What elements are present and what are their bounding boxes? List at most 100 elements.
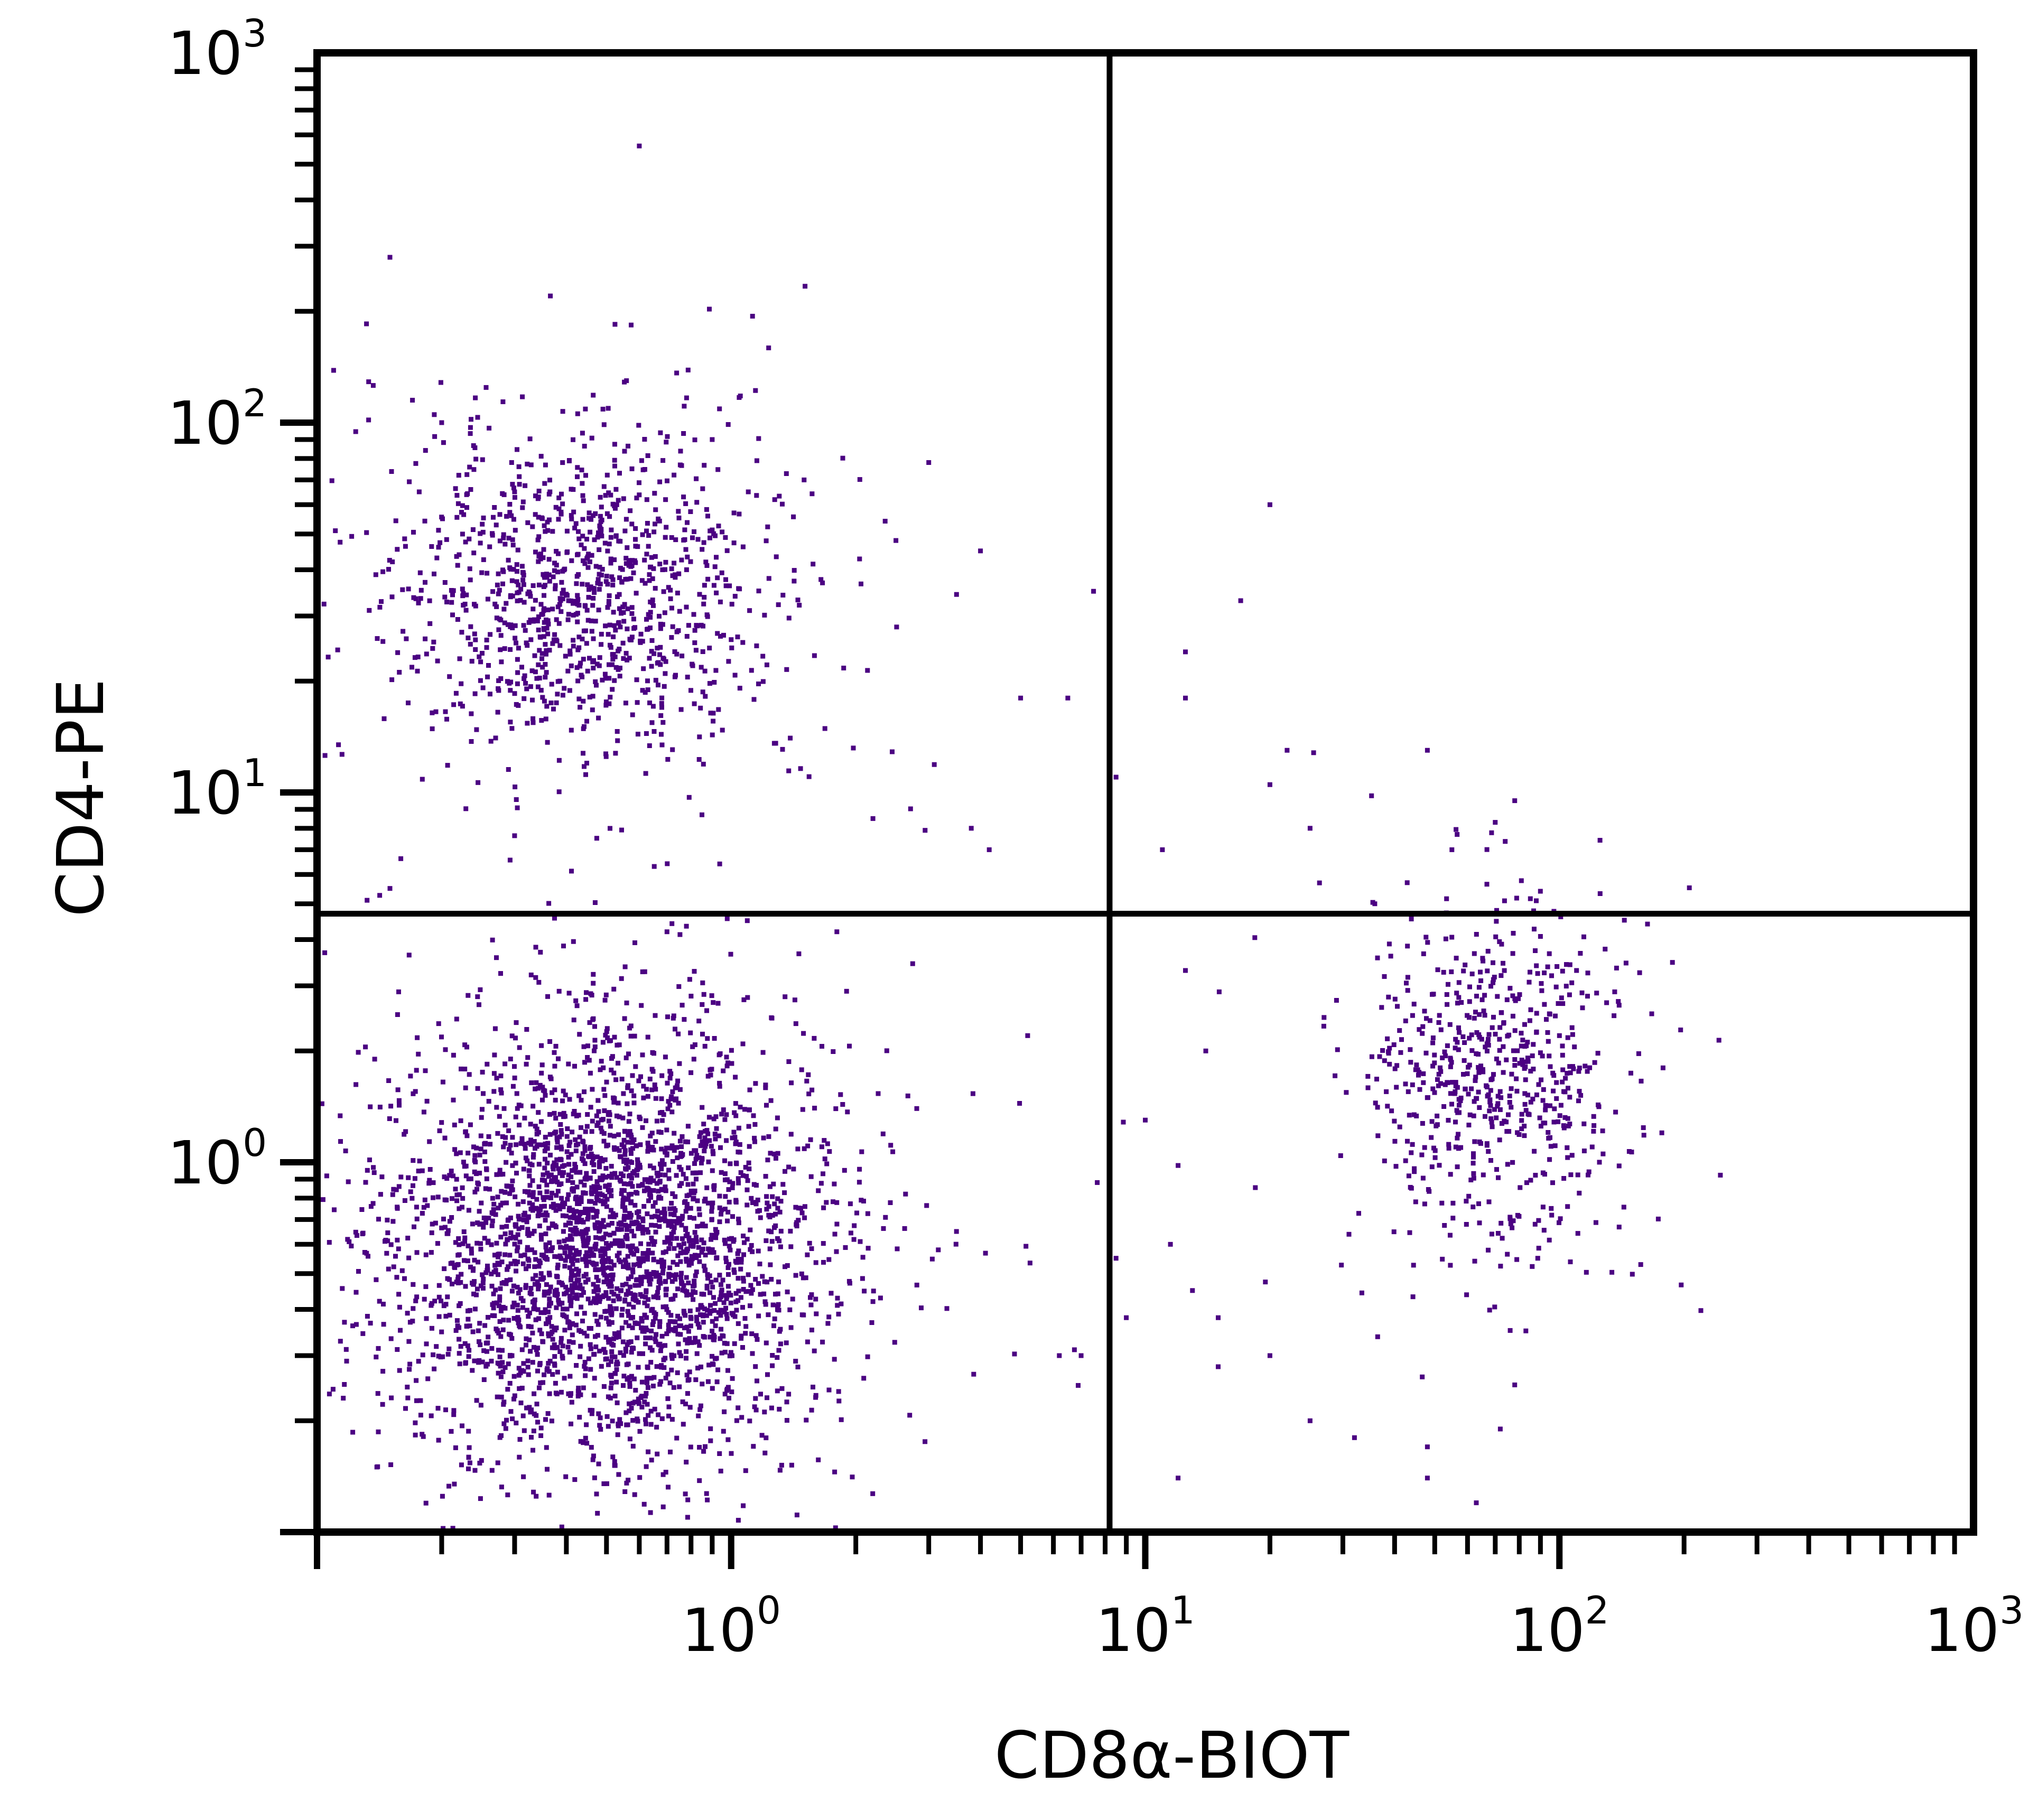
population-3-point (1578, 1093, 1583, 1098)
population-1-point (583, 1360, 588, 1365)
population-1-point (709, 1218, 714, 1222)
population-1-point (651, 1294, 656, 1299)
population-3-point (1503, 839, 1507, 844)
population-3-point (1541, 1098, 1546, 1103)
population-2-point (366, 379, 371, 384)
outlier-point (1512, 1383, 1517, 1387)
population-1-point (424, 1501, 429, 1506)
population-3-point (1360, 1291, 1364, 1295)
population-3-point (1456, 1025, 1461, 1030)
population-1-point (588, 1071, 593, 1076)
population-1-point (539, 1237, 544, 1242)
population-1-point (606, 1424, 611, 1429)
population-1-point (498, 1286, 503, 1291)
population-2-point (468, 487, 473, 492)
population-1-point (832, 1357, 837, 1361)
population-2-point (520, 505, 525, 510)
population-2-point (454, 691, 459, 696)
population-2-point (554, 617, 559, 622)
population-1-point (398, 1174, 403, 1179)
population-1-point (566, 1162, 571, 1166)
population-1-point (526, 1373, 531, 1377)
population-2-point (587, 510, 592, 515)
population-3-point (1432, 1060, 1437, 1065)
population-3-point (1564, 984, 1569, 988)
population-2-point (642, 437, 647, 442)
population-1-point (563, 1474, 568, 1479)
population-1-point (457, 1252, 462, 1257)
population-2-point (537, 489, 542, 493)
population-1-point (664, 1127, 669, 1132)
population-2-point (365, 898, 369, 903)
population-3-point (1529, 1100, 1533, 1105)
population-1-point (632, 940, 637, 945)
population-1-point (469, 1247, 474, 1252)
population-2-point (546, 622, 551, 627)
population-1-point (712, 1183, 716, 1188)
population-2-point (686, 623, 691, 628)
outlier-point (1285, 748, 1289, 753)
population-1-point (676, 1341, 681, 1346)
population-1-point (676, 1243, 681, 1247)
population-2-point (515, 806, 520, 810)
population-1-point (499, 1375, 504, 1379)
population-3-point (1546, 1030, 1550, 1035)
population-3-point (1446, 1118, 1451, 1123)
population-1-point (557, 1280, 562, 1285)
population-1-point (849, 1230, 853, 1235)
population-1-point (459, 1118, 463, 1123)
population-1-point (489, 1272, 494, 1276)
population-1-point (907, 1413, 912, 1417)
population-2-point (637, 480, 641, 485)
population-3-point (1505, 1034, 1510, 1039)
population-1-point (537, 1258, 542, 1263)
population-3-point (1469, 1086, 1474, 1091)
population-1-point (689, 1151, 694, 1156)
population-2-point (542, 481, 547, 486)
population-1-point (805, 1340, 810, 1345)
population-2-point (539, 718, 544, 723)
population-1-point (593, 1201, 598, 1206)
population-1-point (788, 1244, 793, 1249)
population-1-point (703, 1044, 708, 1049)
population-2-point (701, 689, 705, 694)
population-2-point (646, 453, 650, 458)
outlier-point (1590, 1145, 1595, 1150)
population-1-point (678, 1217, 683, 1222)
population-1-point (496, 1331, 501, 1336)
population-1-point (608, 1133, 612, 1137)
population-2-point (499, 659, 504, 664)
population-2-point (434, 710, 439, 714)
population-1-point (794, 1021, 798, 1026)
population-1-point (631, 1094, 636, 1098)
population-1-point (762, 1410, 767, 1414)
population-1-point (777, 1407, 781, 1412)
population-2-point (606, 490, 611, 495)
population-1-point (663, 1219, 668, 1224)
population-2-point (669, 566, 674, 571)
population-1-point (590, 1160, 594, 1165)
population-3-point (1455, 832, 1459, 837)
population-1-point (667, 1405, 672, 1410)
population-1-point (559, 1132, 564, 1137)
population-2-point (587, 516, 591, 521)
population-1-point (474, 1398, 479, 1403)
population-1-point (603, 1199, 608, 1204)
population-1-point (791, 1166, 796, 1171)
population-1-point (653, 1239, 657, 1244)
population-3-point (1506, 1113, 1511, 1117)
population-2-point (612, 623, 617, 628)
population-1-point (798, 1206, 803, 1210)
population-1-point (821, 1206, 826, 1210)
population-1-point (736, 1181, 741, 1186)
population-1-point (861, 1199, 866, 1203)
population-1-point (441, 1217, 446, 1221)
population-2-point (590, 603, 595, 608)
population-1-point (669, 1231, 674, 1236)
population-2-point (455, 563, 460, 568)
population-1-point (550, 1221, 555, 1226)
population-1-point (692, 969, 697, 974)
population-1-point (653, 1316, 658, 1321)
population-1-point (971, 1091, 975, 1096)
population-2-point (609, 561, 613, 565)
